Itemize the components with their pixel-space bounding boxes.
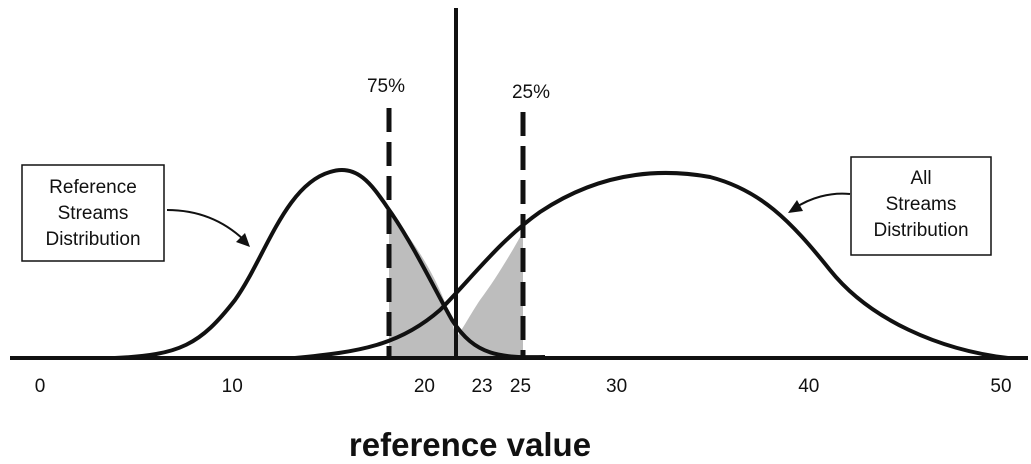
x-axis-title: reference value	[349, 426, 591, 463]
reference-streams-box	[21, 164, 165, 262]
all-streams-distribution-curve	[294, 171, 1009, 360]
x-tick-label: 40	[798, 376, 819, 397]
label-25-percent: 25%	[512, 82, 550, 103]
x-tick-label: 23	[471, 376, 492, 397]
label-75-percent: 75%	[367, 76, 405, 97]
reference-arrowhead	[236, 233, 250, 247]
all-box-line3: Distribution	[873, 220, 968, 241]
reference-box-line1: Reference	[49, 177, 137, 198]
x-tick-label: 20	[414, 376, 435, 397]
all-box-line2: Streams	[886, 194, 957, 215]
all-streams-pointer-arrow	[794, 192, 851, 209]
x-tick-label: 30	[606, 376, 627, 397]
x-tick-label: 50	[990, 376, 1011, 397]
x-axis-tick-labels: 0 10 20 23 25 30 40 50	[35, 376, 1012, 397]
x-tick-label: 0	[35, 376, 46, 397]
all-streams-arrowhead	[788, 200, 803, 213]
all-box-line1: All	[910, 168, 931, 189]
reference-box-line2: Streams	[58, 203, 129, 224]
all-streams-box	[850, 156, 992, 256]
reference-pointer-arrow	[166, 209, 245, 241]
x-tick-label: 10	[222, 376, 243, 397]
reference-box-line3: Distribution	[45, 229, 140, 250]
x-tick-label: 25	[510, 376, 531, 397]
